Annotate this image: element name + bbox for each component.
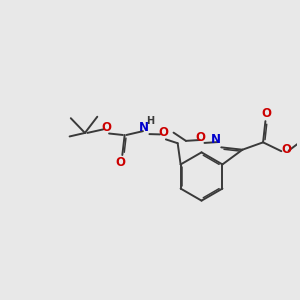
Text: N: N bbox=[139, 121, 149, 134]
Text: O: O bbox=[196, 131, 206, 144]
Text: N: N bbox=[211, 133, 221, 146]
Text: H: H bbox=[146, 116, 154, 126]
Text: O: O bbox=[102, 121, 112, 134]
Text: O: O bbox=[116, 156, 126, 169]
Text: O: O bbox=[261, 107, 271, 120]
Text: O: O bbox=[158, 125, 168, 139]
Text: O: O bbox=[282, 143, 292, 156]
